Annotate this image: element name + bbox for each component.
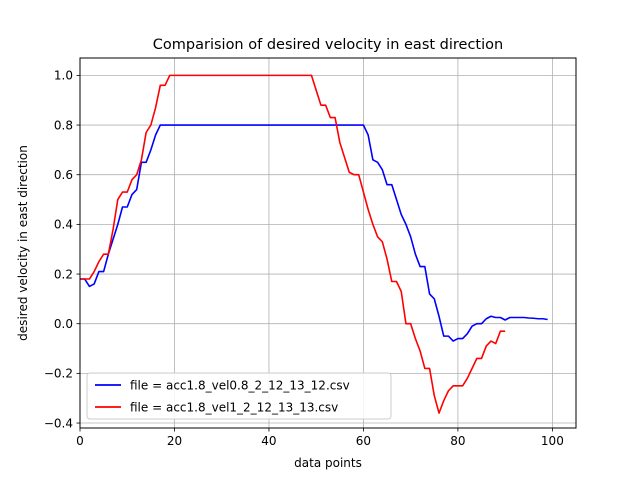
y-tick-label: 0.0	[54, 317, 73, 331]
y-tick-label: 0.2	[54, 267, 73, 281]
x-tick-label: 80	[450, 434, 465, 448]
y-axis-label: desired velocity in east direction	[16, 145, 30, 341]
legend-label: file = acc1.8_vel0.8_2_12_13_12.csv	[130, 379, 350, 393]
y-tick-label: −0.4	[44, 416, 73, 430]
series-line-2	[80, 74, 506, 414]
series-layer	[80, 74, 548, 414]
x-axis-label: data points	[294, 456, 362, 470]
legend: file = acc1.8_vel0.8_2_12_13_12.csvfile …	[86, 372, 392, 420]
y-tick-label: 0.8	[54, 118, 73, 132]
y-tick-label: 0.6	[54, 168, 73, 182]
chart-title: Comparision of desired velocity in east …	[153, 37, 503, 53]
series-line-1	[80, 124, 548, 342]
x-tick-label: 60	[356, 434, 371, 448]
x-tick-label: 40	[261, 434, 276, 448]
y-tick-label: 0.4	[54, 218, 73, 232]
legend-label: file = acc1.8_vel1_2_12_13_13.csv	[130, 401, 338, 415]
legend-box	[86, 372, 392, 420]
x-tick-label: 20	[167, 434, 182, 448]
y-tick-label: −0.2	[44, 367, 73, 381]
y-axis-ticks: −0.4 −0.2 0.0 0.2 0.4 0.6 0.8 1.0	[44, 69, 80, 430]
x-axis-ticks: 0 20 40 60 80 100	[76, 428, 564, 448]
x-tick-label: 100	[541, 434, 564, 448]
plot-area-frame	[79, 57, 577, 429]
y-tick-label: 1.0	[54, 69, 73, 83]
x-tick-label: 0	[76, 434, 84, 448]
